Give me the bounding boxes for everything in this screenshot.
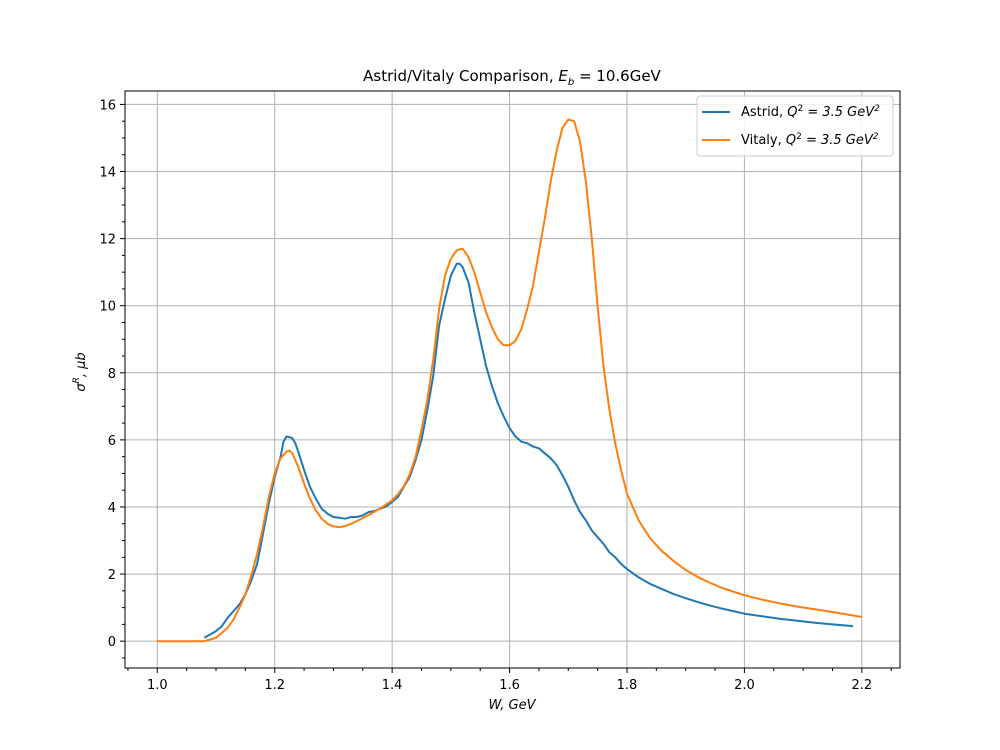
y-tick-label: 6 bbox=[108, 434, 116, 449]
x-axis-label: W, GeV bbox=[488, 698, 536, 713]
y-axis: 0 2 4 6 8 10 12 14 16 bbox=[99, 98, 125, 659]
x-tick-label: 1.6 bbox=[499, 678, 520, 693]
x-tick-label: 2.2 bbox=[851, 678, 872, 693]
y-axis-label: σR, μb bbox=[72, 352, 89, 391]
y-tick-label: 14 bbox=[99, 166, 116, 181]
x-tick-label: 1.4 bbox=[382, 678, 403, 693]
plot-lines bbox=[157, 118, 862, 643]
x-tick-label: 1.2 bbox=[264, 678, 285, 693]
y-tick-label: 0 bbox=[108, 635, 116, 650]
legend-label-vitaly: Vitaly, Q2 = 3.5 GeV2 bbox=[741, 132, 879, 148]
y-tick-label: 16 bbox=[99, 98, 116, 113]
axes-frame bbox=[124, 90, 901, 669]
series-line-vitaly bbox=[157, 118, 862, 643]
y-tick-label: 10 bbox=[99, 300, 116, 315]
legend-box bbox=[696, 95, 894, 157]
legend: Astrid, Q2 = 3.5 GeV2 Vitaly, Q2 = 3.5 G… bbox=[696, 95, 894, 157]
y-tick-label: 2 bbox=[108, 568, 116, 583]
legend-label-astrid: Astrid, Q2 = 3.5 GeV2 bbox=[741, 104, 880, 120]
x-tick-label: 1.8 bbox=[617, 678, 638, 693]
series-line-astrid bbox=[203, 262, 854, 639]
y-tick-label: 8 bbox=[108, 367, 116, 382]
x-axis: 1.0 1.2 1.4 1.6 1.8 2.0 2.2 bbox=[127, 668, 892, 693]
y-tick-label: 4 bbox=[108, 501, 116, 516]
legend-entry-astrid: Astrid, Q2 = 3.5 GeV2 bbox=[702, 104, 880, 120]
x-tick-label: 2.0 bbox=[734, 678, 755, 693]
legend-entry-vitaly: Vitaly, Q2 = 3.5 GeV2 bbox=[702, 132, 879, 148]
y-tick-label: 12 bbox=[99, 233, 116, 248]
x-tick-label: 1.0 bbox=[147, 678, 168, 693]
chart-title: Astrid/Vitaly Comparison, Eb = 10.6GeV bbox=[363, 67, 661, 88]
